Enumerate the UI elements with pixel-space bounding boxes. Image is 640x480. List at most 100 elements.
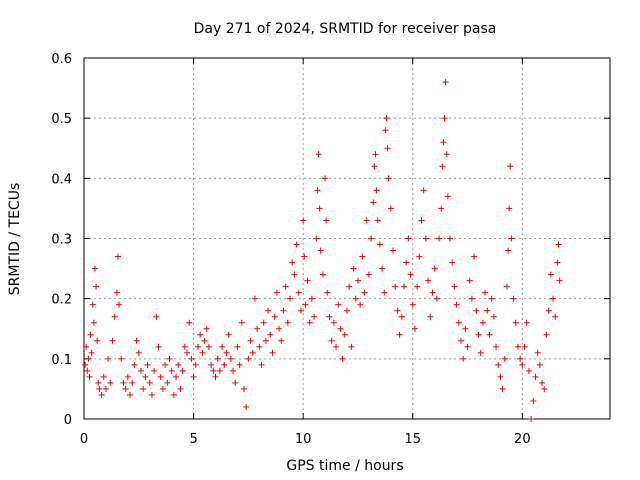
data-point (394, 307, 401, 314)
data-point (545, 307, 552, 314)
data-point (341, 331, 348, 338)
data-point (230, 367, 237, 374)
data-point (118, 355, 125, 362)
x-axis: 0 5 10 15 20 (80, 58, 531, 447)
data-point (289, 259, 296, 266)
data-point (508, 235, 515, 242)
data-point (556, 277, 563, 284)
data-point (439, 163, 446, 170)
data-point (124, 373, 131, 380)
data-point (495, 361, 502, 368)
data-point (297, 307, 304, 314)
data-point (457, 337, 464, 344)
data-point (184, 349, 191, 356)
data-point (539, 379, 546, 386)
data-point (383, 115, 390, 122)
data-point (552, 313, 559, 320)
data-point (372, 151, 379, 158)
data-point (308, 295, 315, 302)
data-point (245, 355, 252, 362)
x-tick-label: 20 (514, 432, 531, 447)
data-point (313, 235, 320, 242)
data-point (339, 355, 346, 362)
data-point (300, 217, 307, 224)
data-point (256, 343, 263, 350)
data-point (422, 235, 429, 242)
data-point (234, 343, 241, 350)
y-axis: 0 0.1 0.2 0.3 0.4 0.5 0.6 (51, 52, 610, 428)
x-tick-label: 15 (404, 432, 421, 447)
data-point (385, 175, 392, 182)
data-point (214, 355, 221, 362)
data-point (328, 337, 335, 344)
data-point (95, 379, 102, 386)
data-point (384, 145, 391, 152)
data-point (475, 331, 482, 338)
data-point (427, 313, 434, 320)
y-axis-title: SRMTID / TECUs (7, 183, 23, 296)
data-point (499, 385, 506, 392)
data-point (87, 331, 94, 338)
data-point (337, 325, 344, 332)
data-point (94, 337, 101, 344)
data-point (323, 217, 330, 224)
y-tick-label: 0 (64, 413, 72, 428)
data-point (519, 361, 526, 368)
data-point (530, 397, 537, 404)
data-point (493, 343, 500, 350)
data-point (109, 337, 116, 344)
data-point (140, 385, 147, 392)
data-point (210, 367, 217, 374)
data-point (238, 319, 245, 326)
data-point (479, 319, 486, 326)
data-point (276, 325, 283, 332)
data-point (387, 205, 394, 212)
data-point (135, 349, 142, 356)
data-point (273, 289, 280, 296)
data-point (506, 205, 513, 212)
y-tick-label: 0.2 (51, 293, 72, 308)
data-point (414, 283, 421, 290)
data-point (155, 343, 162, 350)
data-point (429, 289, 436, 296)
data-point (197, 331, 204, 338)
data-point (390, 247, 397, 254)
data-point (453, 301, 460, 308)
data-point (505, 247, 512, 254)
data-point (201, 337, 208, 344)
data-point (84, 367, 91, 374)
data-point (225, 331, 232, 338)
data-point (373, 187, 380, 194)
data-point (451, 283, 458, 290)
data-point (411, 325, 418, 332)
data-point (105, 355, 112, 362)
data-point (462, 325, 469, 332)
data-point (379, 265, 386, 272)
data-point (514, 343, 521, 350)
data-point (159, 385, 166, 392)
data-point (89, 301, 96, 308)
data-point (291, 271, 298, 278)
data-point (400, 283, 407, 290)
data-point (254, 325, 261, 332)
data-point (304, 277, 311, 284)
data-point (116, 301, 123, 308)
data-point (497, 373, 504, 380)
data-point (517, 355, 524, 362)
data-point (83, 343, 90, 350)
data-point (301, 253, 308, 260)
data-point (363, 217, 370, 224)
data-point (523, 319, 530, 326)
data-point (333, 343, 340, 350)
data-point (501, 355, 508, 362)
plot-frame (83, 57, 611, 420)
data-point (442, 79, 449, 86)
data-point (322, 175, 329, 182)
data-point (227, 355, 234, 362)
data-point (473, 307, 480, 314)
data-point (98, 391, 105, 398)
data-point (93, 283, 100, 290)
data-point (371, 163, 378, 170)
data-point (361, 289, 368, 296)
